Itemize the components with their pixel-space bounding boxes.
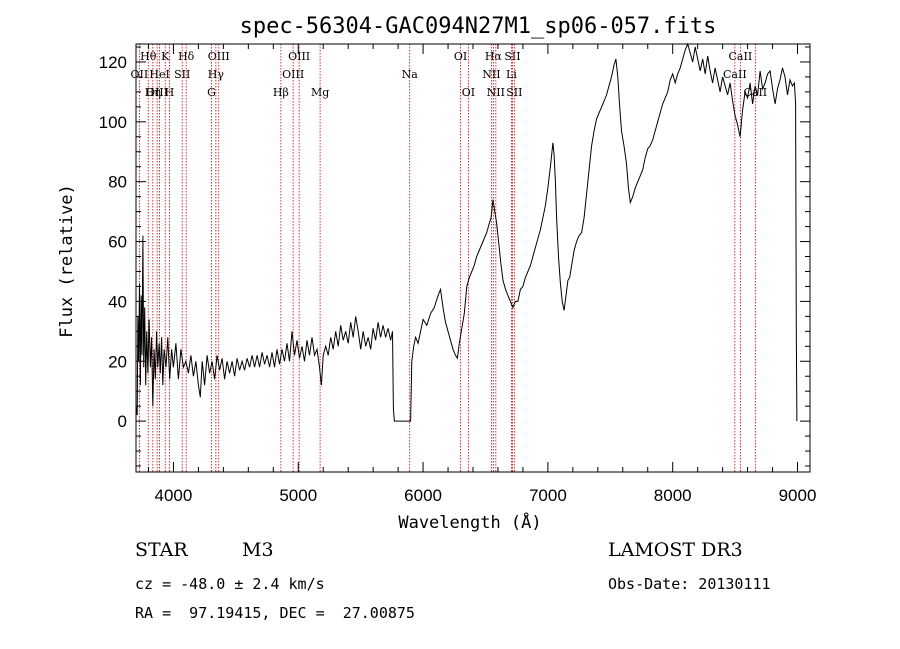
x-tick-label: 4000	[155, 486, 193, 505]
y-tick-label: 100	[99, 113, 127, 132]
line-marker-label: CaII	[723, 68, 747, 81]
y-tick-label: 120	[99, 53, 127, 72]
x-tick-label: 6000	[404, 486, 442, 505]
line-marker-label: H	[165, 86, 175, 99]
y-tick-label: 40	[108, 292, 127, 311]
line-marker-label: Hθ	[140, 50, 157, 63]
line-marker-label: OIII	[288, 50, 310, 63]
redshift-velocity: cz = -48.0 ± 2.4 km/s	[135, 575, 325, 593]
line-marker-label: Hδ	[178, 50, 195, 63]
line-marker-label: Li	[506, 68, 517, 81]
plot-frame	[135, 43, 811, 473]
line-marker-label: NII	[482, 68, 500, 81]
line-marker-label: G	[207, 86, 216, 99]
line-marker-label: Hγ	[208, 68, 225, 81]
spectral-subclass: M3	[242, 539, 274, 561]
line-marker-label: OIII	[146, 86, 168, 99]
survey-name: LAMOST DR3	[608, 539, 743, 561]
y-tick-label: 80	[108, 173, 127, 192]
y-axis: 0 20 40 60 80 100 120	[99, 46, 810, 467]
x-tick-label: 7000	[529, 486, 567, 505]
line-marker-label: OII	[131, 68, 149, 81]
line-marker-label: SII	[504, 50, 520, 63]
y-tick-label: 60	[108, 233, 127, 252]
line-marker-label: Mg	[311, 86, 329, 99]
line-marker-label: SII	[506, 86, 522, 99]
x-tick-label: 8000	[654, 486, 692, 505]
x-axis: 4000 5000 6000 7000 8000 9000	[147, 44, 817, 505]
spectrum-line	[135, 42, 798, 422]
line-marker-label: Hβ	[273, 86, 289, 99]
line-marker-label: OI	[454, 50, 467, 63]
x-tick-label: 9000	[779, 486, 817, 505]
line-marker-label: SII	[174, 68, 190, 81]
line-marker-label: K	[161, 50, 170, 63]
line-marker-label: NII	[487, 86, 505, 99]
line-marker-label: Hη	[145, 86, 161, 99]
line-marker-label: HeI	[149, 68, 169, 81]
line-marker-label: Na	[402, 68, 419, 81]
y-tick-label: 0	[118, 412, 127, 431]
line-marker-label: OI	[462, 86, 475, 99]
line-marker-label: Hα	[485, 50, 503, 63]
observation-date: Obs-Date: 20130111	[608, 575, 771, 593]
object-class: STAR	[135, 539, 188, 561]
coordinates: RA = 97.19415, DEC = 27.00875	[135, 604, 415, 622]
y-tick-label: 20	[108, 352, 127, 371]
x-tick-label: 5000	[279, 486, 317, 505]
y-axis-label: Flux (relative)	[57, 184, 77, 338]
line-marker-label: OIII	[208, 50, 230, 63]
line-marker-label: OIII	[282, 68, 304, 81]
x-axis-label: Wavelength (Å)	[398, 511, 541, 533]
line-markers: Hθ OII OIII K HeI Hη SII H Hδ OIII Hγ G OIII OIII Hβ Mg…	[131, 44, 767, 472]
chart-title: spec-56304-GAC094N27M1_sp06-057.fits	[240, 14, 717, 39]
spectrum-chart: spec-56304-GAC094N27M1_sp06-057.fits Hθ O…	[57, 14, 817, 533]
line-marker-label: CaII	[729, 50, 753, 63]
